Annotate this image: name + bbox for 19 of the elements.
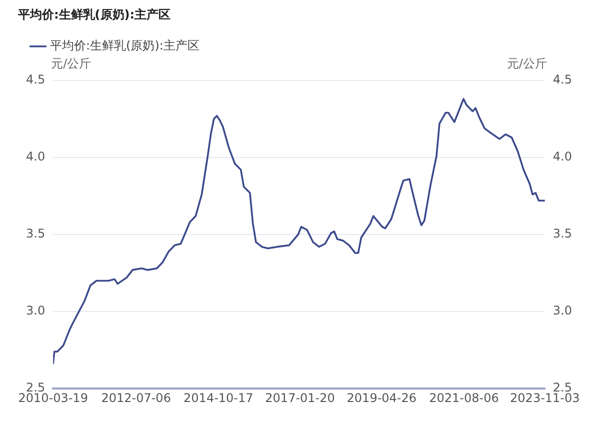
chart-title: 平均价:生鲜乳(原奶):主产区 (17, 7, 171, 22)
x-tick-label: 2012-07-06 (101, 390, 171, 405)
y-tick-label: 4.5 (26, 72, 46, 87)
y2-tick-label: 4.5 (552, 72, 572, 87)
legend-label: 平均价:生鲜乳(原奶):主产区 (50, 38, 200, 53)
y-tick-label: 3.0 (26, 304, 46, 318)
y-axis-title: 元/公斤 (51, 56, 92, 71)
x-tick-label: 2014-10-17 (184, 390, 254, 405)
x-tick-label: 2021-08-06 (429, 390, 499, 405)
x-tick-label: 2017-01-20 (265, 390, 335, 405)
x-tick-label: 2010-03-19 (18, 390, 88, 405)
y2-tick-label: 3.5 (552, 226, 572, 241)
y2-tick-label: 4.0 (552, 150, 572, 164)
x-tick-label: 2023-11-03 (510, 390, 580, 405)
y2-tick-label: 3.0 (552, 304, 572, 318)
y-tick-label: 3.5 (26, 226, 46, 241)
x-tick-label: 2019-04-26 (346, 390, 417, 405)
y2-axis-title: 元/公斤 (506, 56, 547, 71)
y-tick-label: 4.0 (26, 150, 46, 164)
